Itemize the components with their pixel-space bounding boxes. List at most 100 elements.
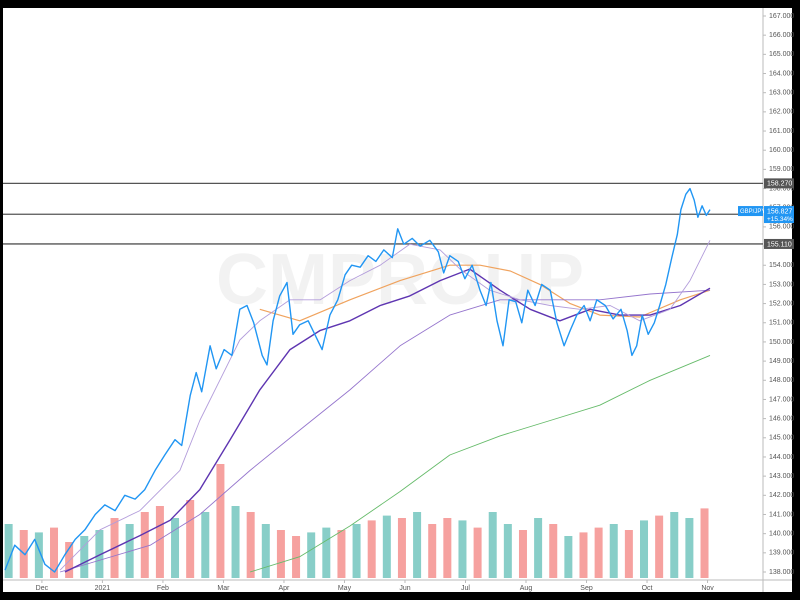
volume-bar bbox=[367, 520, 376, 578]
x-tick-label: Feb bbox=[157, 585, 169, 592]
y-tick-label: 154.000 bbox=[769, 262, 794, 269]
x-tick-label: 2021 bbox=[95, 585, 111, 592]
y-tick-label: 138.000 bbox=[769, 569, 794, 576]
volume-bar bbox=[276, 530, 285, 578]
volume-bar bbox=[397, 518, 406, 578]
volume-bar bbox=[443, 518, 452, 578]
volume-bar bbox=[307, 532, 316, 578]
y-tick-label: 148.000 bbox=[769, 377, 794, 384]
y-tick-label: 140.000 bbox=[769, 530, 794, 537]
volume-bar bbox=[609, 524, 618, 578]
x-tick-label: Mar bbox=[217, 585, 230, 592]
y-tick-label: 166.000 bbox=[769, 32, 794, 39]
price-line bbox=[259, 264, 711, 322]
level-label: 158.270 bbox=[767, 181, 792, 188]
volume-bar bbox=[231, 506, 240, 578]
y-tick-label: 145.000 bbox=[769, 435, 794, 442]
level-label-box bbox=[764, 238, 794, 249]
price-line bbox=[64, 268, 711, 573]
volume-bar bbox=[579, 532, 588, 578]
volume-bar bbox=[549, 524, 558, 578]
x-tick-label: Sep bbox=[580, 585, 593, 592]
plot-layer bbox=[3, 182, 763, 573]
y-tick-label: 144.000 bbox=[769, 454, 794, 461]
volume-layer bbox=[4, 464, 709, 578]
volume-bar bbox=[655, 515, 664, 578]
volume-bar bbox=[640, 520, 649, 578]
y-tick-label: 143.000 bbox=[769, 473, 794, 480]
volume-bar bbox=[488, 512, 497, 578]
volume-bar bbox=[261, 524, 270, 578]
y-tick-label: 158.000 bbox=[769, 185, 794, 192]
volume-bar bbox=[140, 512, 149, 578]
y-tick-label: 156.000 bbox=[769, 224, 794, 231]
volume-bar bbox=[216, 464, 225, 578]
volume-bar bbox=[322, 527, 331, 578]
price-line bbox=[4, 187, 711, 573]
y-tick-label: 151.000 bbox=[769, 320, 794, 327]
y-tick-label: 150.000 bbox=[769, 339, 794, 346]
volume-bar bbox=[80, 536, 89, 578]
volume-bar bbox=[155, 506, 164, 578]
price-line bbox=[59, 289, 711, 573]
y-tick-label: 160.000 bbox=[769, 147, 794, 154]
x-tick-label: Aug bbox=[520, 585, 533, 592]
volume-bar bbox=[352, 524, 361, 578]
x-tick-label: Jun bbox=[399, 585, 410, 592]
volume-bar bbox=[518, 530, 527, 578]
last-price-box bbox=[764, 206, 794, 224]
volume-bar bbox=[186, 500, 195, 578]
volume-bar bbox=[473, 527, 482, 578]
y-tick-label: 149.000 bbox=[769, 358, 794, 365]
volume-bar bbox=[246, 512, 255, 578]
y-tick-label: 153.000 bbox=[769, 281, 794, 288]
volume-bar bbox=[670, 512, 679, 578]
symbol-box bbox=[738, 206, 763, 217]
volume-bar bbox=[95, 530, 104, 578]
volume-bar bbox=[201, 512, 210, 578]
volume-bar bbox=[413, 512, 422, 578]
x-tick-label: Oct bbox=[642, 585, 653, 592]
y-tick-label: 159.000 bbox=[769, 166, 794, 173]
volume-bar bbox=[65, 542, 74, 578]
volume-bar bbox=[503, 524, 512, 578]
axis-layer: 138.000 139.000 140.000 141.000 142.000 143.0… bbox=[36, 13, 795, 592]
y-tick-label: 139.000 bbox=[769, 550, 794, 557]
y-tick-label: 142.000 bbox=[769, 492, 794, 499]
volume-bar bbox=[337, 530, 346, 578]
x-tick-label: Nov bbox=[701, 585, 714, 592]
x-tick-label: Apr bbox=[279, 585, 291, 592]
change-label: +15.34% bbox=[767, 216, 793, 223]
price-line bbox=[249, 354, 711, 573]
x-tick-label: Dec bbox=[36, 585, 49, 592]
volume-bar bbox=[34, 532, 43, 578]
y-tick-label: 165.000 bbox=[769, 51, 794, 58]
last-price-label: 156.827 bbox=[767, 208, 792, 215]
level-label-box bbox=[764, 178, 794, 189]
y-tick-label: 152.000 bbox=[769, 300, 794, 307]
y-tick-label: 167.000 bbox=[769, 13, 794, 20]
y-tick-label: 146.000 bbox=[769, 415, 794, 422]
volume-bar bbox=[171, 518, 180, 578]
symbol-label: GBP/JPY bbox=[740, 209, 765, 215]
y-tick-label: 164.000 bbox=[769, 70, 794, 77]
volume-bar bbox=[50, 527, 59, 578]
volume-bar bbox=[624, 530, 633, 578]
volume-bar bbox=[4, 524, 13, 578]
y-tick-label: 162.000 bbox=[769, 109, 794, 116]
volume-bar bbox=[382, 515, 391, 578]
y-tick-label: 161.000 bbox=[769, 128, 794, 135]
y-tick-label: 147.000 bbox=[769, 396, 794, 403]
volume-bar bbox=[594, 527, 603, 578]
volume-bar bbox=[700, 508, 709, 578]
volume-bar bbox=[428, 524, 437, 578]
price-line bbox=[59, 240, 711, 571]
volume-bar bbox=[564, 536, 573, 578]
volume-bar bbox=[534, 518, 543, 578]
y-tick-label: 163.000 bbox=[769, 90, 794, 97]
volume-bar bbox=[458, 520, 467, 578]
x-tick-label: Jul bbox=[461, 585, 470, 592]
volume-bar bbox=[685, 518, 694, 578]
